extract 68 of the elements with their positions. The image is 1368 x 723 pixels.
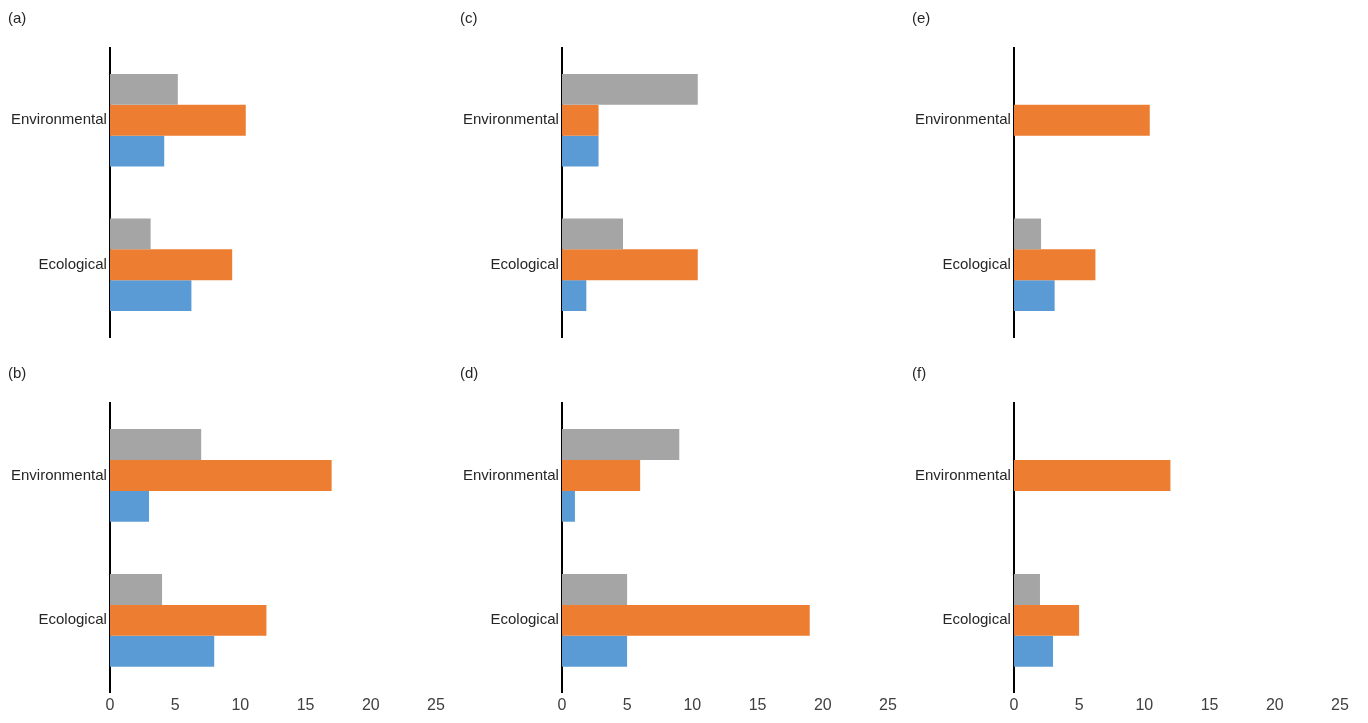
bar [1013, 218, 1042, 250]
bar [1013, 249, 1096, 281]
bar [1013, 104, 1150, 136]
bar [109, 459, 332, 491]
x-tick-label: 25 [879, 695, 897, 713]
bar [109, 635, 215, 667]
bar [561, 135, 599, 167]
bar [109, 604, 267, 636]
y-tick-label: Environmental [10, 110, 107, 128]
bar [1013, 459, 1171, 491]
bar [561, 104, 599, 136]
x-tick-label: 15 [296, 695, 315, 713]
bar [561, 490, 575, 522]
bar [561, 635, 628, 667]
x-tick-label: 15 [748, 695, 767, 713]
bar [109, 104, 246, 136]
x-tick-label: 0 [557, 695, 567, 713]
x-tick-label: 20 [813, 695, 832, 713]
x-tick-label: 0 [1009, 695, 1019, 713]
x-tick-label: 10 [1135, 695, 1154, 713]
bar [561, 604, 810, 636]
chart-title: (a) [8, 9, 27, 27]
x-tick-label: 0 [105, 695, 115, 713]
y-tick-label: Ecological [490, 254, 559, 272]
x-tick-label: 5 [170, 695, 180, 713]
bar [561, 459, 641, 491]
y-tick-label: Ecological [490, 610, 559, 628]
bar [1013, 635, 1054, 667]
y-tick-label: Ecological [942, 254, 1011, 272]
x-tick-label: 10 [683, 695, 702, 713]
x-tick-label: 25 [427, 695, 445, 713]
bar [561, 573, 628, 605]
y-tick-label: Environmental [914, 110, 1011, 128]
bar [109, 218, 151, 250]
bar [561, 429, 680, 460]
bar [109, 249, 233, 281]
x-tick-label: 20 [1265, 695, 1284, 713]
bar [109, 135, 165, 167]
bar [1013, 573, 1040, 605]
x-tick-label: 10 [231, 695, 250, 713]
x-tick-label: 25 [1331, 695, 1349, 713]
y-tick-label: Environmental [10, 465, 107, 483]
bar [561, 280, 587, 311]
y-tick-label: Environmental [914, 465, 1011, 483]
y-tick-label: Environmental [462, 465, 559, 483]
bar [1013, 280, 1055, 311]
y-tick-label: Ecological [942, 610, 1011, 628]
bar [109, 573, 163, 605]
bar [1013, 604, 1080, 636]
chart-title: (c) [460, 9, 478, 27]
x-tick-label: 15 [1200, 695, 1219, 713]
bar [109, 74, 178, 105]
x-tick-label: 20 [361, 695, 380, 713]
bar [561, 249, 698, 281]
bar [561, 74, 698, 105]
bar [109, 490, 150, 522]
bar [109, 280, 192, 311]
y-tick-label: Ecological [38, 610, 107, 628]
chart-title: (d) [460, 364, 479, 382]
x-tick-label: 5 [1074, 695, 1084, 713]
chart-title: (b) [8, 364, 27, 382]
chart-title: (f) [912, 364, 927, 382]
bar [561, 218, 624, 250]
y-tick-label: Environmental [462, 110, 559, 128]
y-tick-label: Ecological [38, 254, 107, 272]
x-tick-label: 5 [622, 695, 632, 713]
bar [109, 429, 202, 460]
chart-title: (e) [912, 9, 931, 27]
